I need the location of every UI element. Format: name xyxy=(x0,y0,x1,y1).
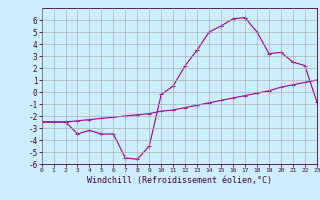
X-axis label: Windchill (Refroidissement éolien,°C): Windchill (Refroidissement éolien,°C) xyxy=(87,176,272,185)
